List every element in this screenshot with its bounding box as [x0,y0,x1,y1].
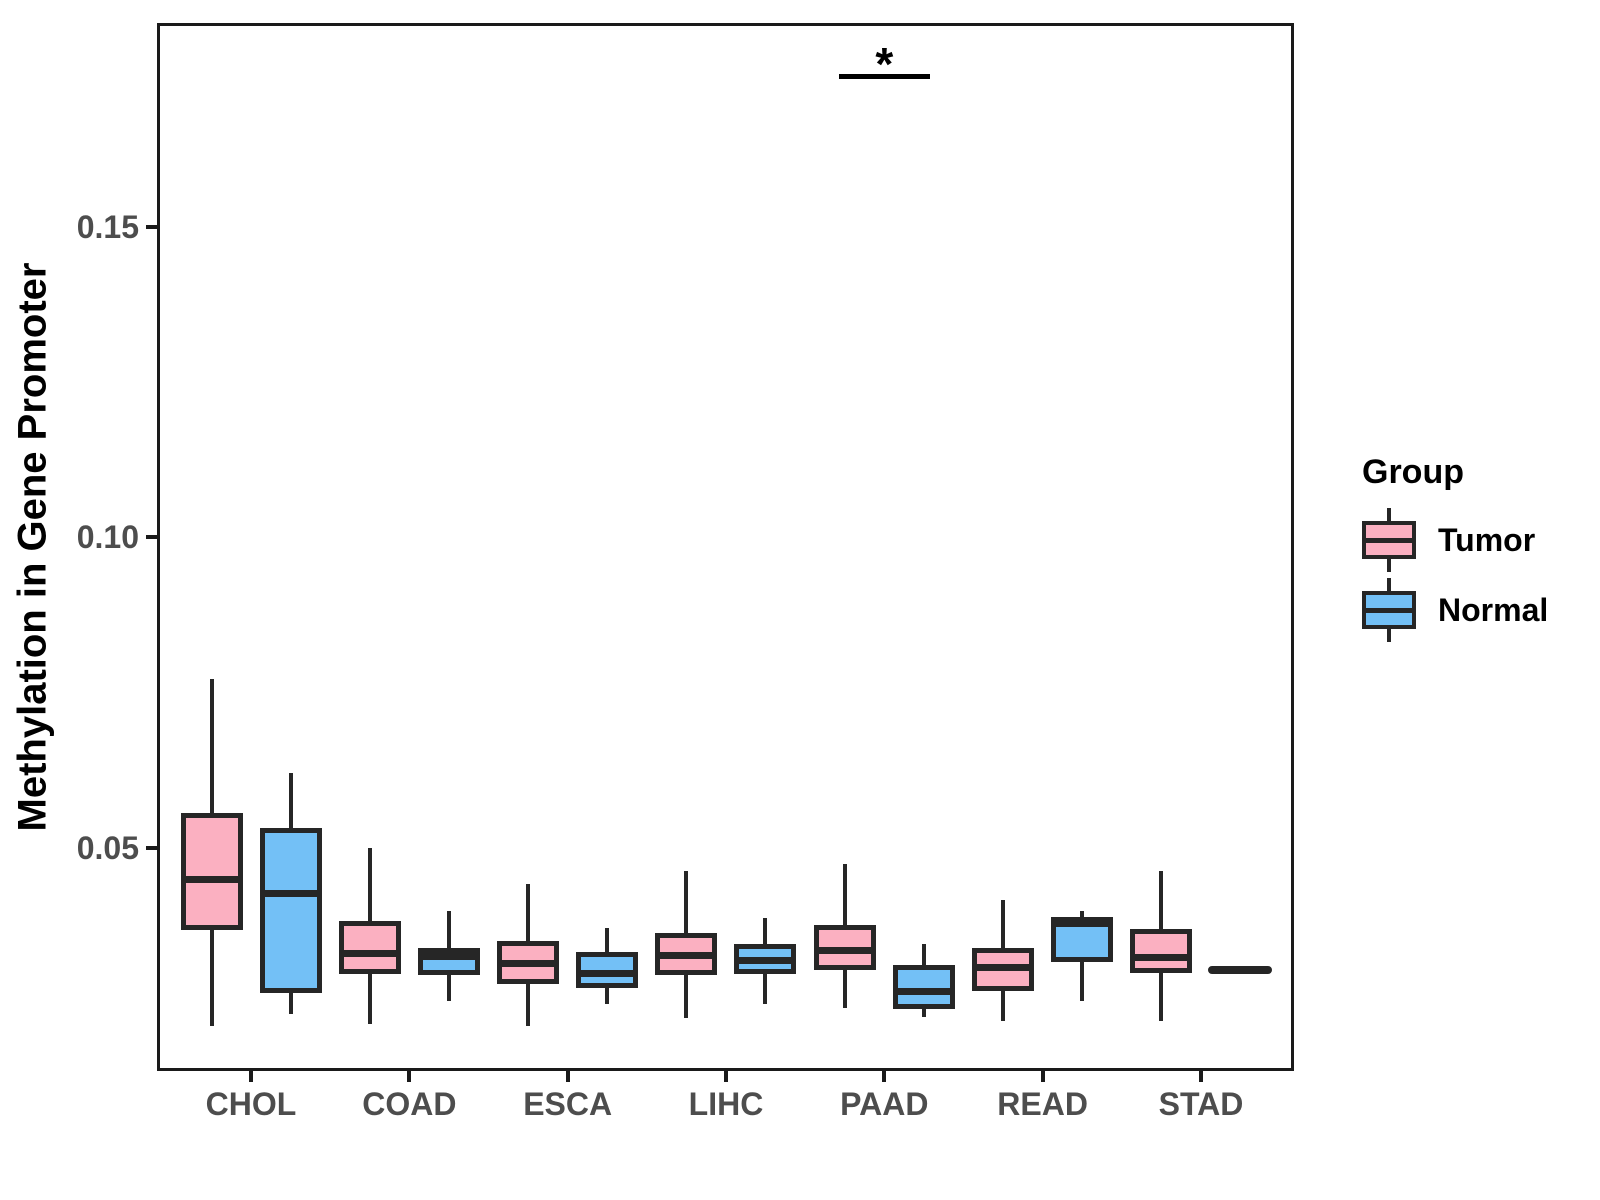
legend-item-tumor: Tumor [1362,508,1548,572]
median-tumor-chol [185,876,238,884]
y-axis-tick-label: 0.10 [76,519,139,556]
legend: Group Tumor Normal [1362,452,1548,648]
y-axis-tick [146,845,157,850]
normal-boxplot-glyph-icon [1362,578,1416,642]
median-tumor-lihc [660,952,713,960]
significance-bar [838,73,930,79]
x-axis-tick-label-coad: COAD [362,1086,457,1122]
x-axis-tick [407,1071,412,1082]
median-normal-chol [264,890,317,898]
legend-title: Group [1362,453,1464,491]
median-normal-stad [1208,966,1273,975]
x-axis-tick [882,1071,887,1082]
x-axis-tick-label-stad: STAD [1158,1086,1244,1122]
median-tumor-paad [818,946,871,954]
x-axis-tick [1198,1071,1203,1082]
glyph-median-icon [1366,608,1412,613]
median-normal-lihc [739,957,792,965]
box-normal-coad [417,947,480,976]
y-axis-tick [146,225,157,230]
y-axis-tick-label: 0.05 [76,829,139,866]
box-tumor-stad [1130,928,1193,973]
y-axis-tick [146,535,157,540]
box-tumor-chol [180,813,243,930]
median-tumor-coad [343,950,396,958]
x-axis-tick [565,1071,570,1082]
x-axis-tick-label-chol: CHOL [205,1086,297,1122]
x-axis-tick [723,1071,728,1082]
x-axis-tick-label-lihc: LIHC [688,1086,764,1122]
plot-panel: * [157,23,1294,1071]
median-normal-paad [897,988,950,996]
y-axis-tick-label: 0.15 [76,209,139,246]
median-normal-coad [422,953,475,961]
x-axis-tick [1040,1071,1045,1082]
x-axis-tick-label-read: READ [997,1086,1088,1122]
glyph-median-icon [1366,538,1412,543]
box-normal-chol [259,827,322,993]
legend-item-label: Tumor [1438,521,1536,558]
x-axis-tick [249,1071,253,1082]
legend-item-label: Normal [1438,591,1549,628]
x-axis-tick-label-paad: PAAD [840,1086,929,1122]
median-normal-esca [581,970,634,978]
significance-star: * [875,37,894,90]
legend-item-normal: Normal [1362,578,1548,642]
box-tumor-coad [338,920,401,974]
median-normal-read [1056,920,1109,928]
x-axis-tick-label-esca: ESCA [523,1086,613,1122]
median-tumor-esca [502,960,555,968]
box-normal-paad [892,964,955,1009]
tumor-boxplot-glyph-icon [1362,508,1416,572]
median-tumor-stad [1135,953,1188,961]
median-tumor-read [977,964,1030,972]
